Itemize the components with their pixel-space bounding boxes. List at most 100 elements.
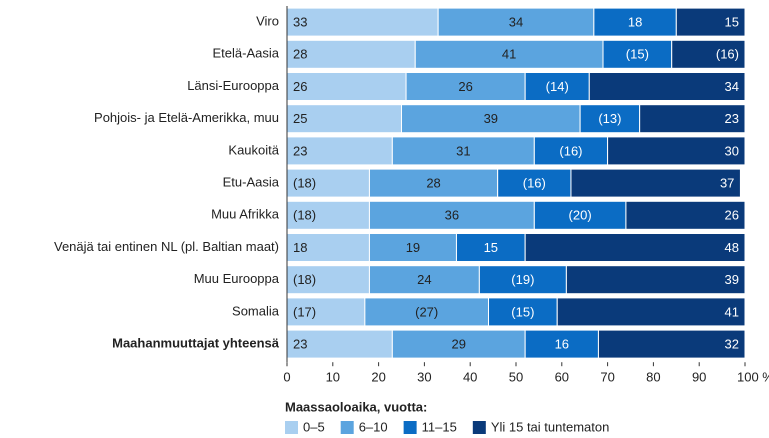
x-tick-label: 50 — [509, 370, 523, 385]
value-label: 31 — [456, 143, 470, 158]
bar-segment — [437, 7, 595, 37]
value-label: (18) — [293, 208, 316, 223]
value-label: 23 — [293, 143, 307, 158]
value-label: 41 — [725, 304, 739, 319]
bar-segment — [579, 104, 641, 134]
legend-title: Maassaoloaika, vuotta: — [285, 399, 427, 414]
bar-segment — [607, 136, 746, 166]
bar-segment — [401, 104, 581, 134]
x-tick-label: 0 — [283, 370, 290, 385]
value-label: (16) — [523, 176, 546, 191]
category-label: Pohjois- ja Etelä-Amerikka, muu — [94, 110, 279, 125]
bar-segment — [556, 297, 746, 327]
category-label: Viro — [256, 14, 279, 29]
value-label: 33 — [293, 15, 307, 30]
value-label: 23 — [293, 337, 307, 352]
value-label: 26 — [458, 79, 472, 94]
bar-segment — [588, 72, 746, 101]
value-label: 28 — [426, 176, 440, 191]
x-tick-label: 100 % — [737, 370, 769, 385]
bar-segment — [414, 39, 604, 69]
value-label: (19) — [511, 272, 534, 287]
bar-segment — [286, 168, 370, 198]
legend-label: 0–5 — [303, 419, 325, 434]
bar-segment — [405, 72, 526, 101]
category-label: Etu-Aasia — [223, 175, 280, 190]
bar-segment — [597, 329, 746, 359]
legend-label: 11–15 — [422, 419, 457, 434]
x-tick-label: 90 — [692, 370, 706, 385]
bar-segment — [524, 72, 590, 101]
value-label: 39 — [484, 111, 498, 126]
value-label: 41 — [502, 47, 516, 62]
bar-segment — [497, 168, 572, 198]
bar-segment — [639, 104, 746, 134]
value-label: 28 — [293, 47, 307, 62]
bar-segment — [565, 265, 746, 295]
value-label: 48 — [725, 240, 739, 255]
legend-swatch — [403, 421, 417, 434]
value-label: 15 — [484, 240, 498, 255]
value-label: (14) — [546, 79, 569, 94]
bar-segment — [391, 329, 526, 359]
x-tick-label: 10 — [326, 370, 340, 385]
legend-label: Yli 15 tai tuntematon — [491, 419, 610, 434]
value-label: 18 — [293, 240, 307, 255]
value-label: (15) — [626, 47, 649, 62]
value-label: 25 — [293, 111, 307, 126]
value-label: 34 — [509, 15, 523, 30]
bar-segment — [368, 200, 535, 230]
category-label: Muu Eurooppa — [194, 271, 280, 286]
bar-segment — [286, 200, 370, 230]
legend-swatch — [472, 421, 486, 434]
bar-segment — [671, 39, 746, 69]
value-label: 29 — [452, 337, 466, 352]
value-label: 30 — [725, 143, 739, 158]
bar-segment — [524, 329, 599, 359]
x-tick-label: 60 — [555, 370, 569, 385]
x-tick-label: 80 — [646, 370, 660, 385]
value-label: 39 — [725, 272, 739, 287]
bar-segment — [455, 233, 526, 262]
x-tick-label: 70 — [600, 370, 614, 385]
value-label: (17) — [293, 304, 316, 319]
legend-swatch — [340, 421, 354, 434]
value-label: 19 — [406, 240, 420, 255]
value-label: (18) — [293, 176, 316, 191]
value-label: 26 — [725, 208, 739, 223]
value-label: (20) — [569, 208, 592, 223]
bar-segment — [602, 39, 673, 69]
value-label: 18 — [628, 15, 642, 30]
value-label: (16) — [716, 47, 739, 62]
bar-segment — [286, 265, 370, 295]
bar-segment — [391, 136, 535, 166]
bar-segment — [488, 297, 558, 327]
value-label: (13) — [598, 111, 621, 126]
category-label: Etelä-Aasia — [213, 46, 280, 61]
bar-segment — [570, 168, 741, 198]
value-label: (16) — [559, 143, 582, 158]
value-label: (27) — [415, 304, 438, 319]
bar-segment — [368, 168, 499, 198]
value-label: 16 — [555, 337, 569, 352]
legend-label: 6–10 — [359, 419, 388, 434]
category-label: Somalia — [232, 303, 280, 318]
bar-segment — [524, 233, 746, 262]
category-label: Maahanmuuttajat yhteensä — [112, 336, 280, 351]
bar-segment — [286, 7, 439, 37]
category-label: Muu Afrikka — [211, 207, 280, 222]
category-label: Kaukoitä — [228, 142, 279, 157]
bar-segment — [368, 233, 457, 262]
bar-segment — [593, 7, 677, 37]
value-label: 24 — [417, 272, 431, 287]
x-tick-label: 30 — [417, 370, 431, 385]
value-label: 23 — [725, 111, 739, 126]
value-label: (15) — [511, 304, 534, 319]
bar-segment — [675, 7, 746, 37]
legend-swatch — [285, 421, 298, 434]
bar-segment — [533, 136, 609, 166]
x-tick-label: 40 — [463, 370, 477, 385]
bar-segment — [625, 200, 746, 230]
category-label: Länsi-Eurooppa — [187, 78, 280, 93]
